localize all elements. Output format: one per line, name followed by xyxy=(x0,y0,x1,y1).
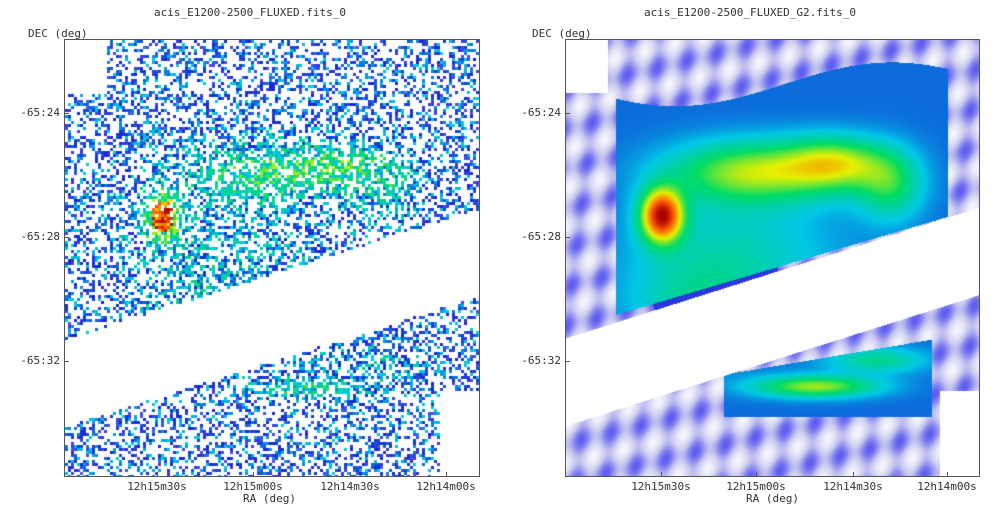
x-tick-mark xyxy=(157,472,158,477)
y-tick-mark xyxy=(64,237,69,238)
y-axis-label: DEC (deg) xyxy=(28,27,88,40)
x-tick-label: 12h15m00s xyxy=(726,480,786,493)
x-tick-mark xyxy=(756,472,757,477)
x-tick-mark xyxy=(253,472,254,477)
x-tick-label: 12h15m00s xyxy=(223,480,283,493)
x-tick-mark xyxy=(446,472,447,477)
y-tick-mark xyxy=(565,361,570,362)
x-axis-label: RA (deg) xyxy=(243,492,296,505)
y-tick-label: -65:24 xyxy=(20,106,60,119)
x-tick-mark xyxy=(853,472,854,477)
y-tick-label: -65:24 xyxy=(521,106,561,119)
sky-image-plot[interactable] xyxy=(565,39,980,477)
x-tick-label: 12h14m30s xyxy=(823,480,883,493)
y-tick-label: -65:32 xyxy=(20,354,60,367)
sky-image-plot[interactable] xyxy=(64,39,480,477)
x-tick-label: 12h14m00s xyxy=(917,480,977,493)
x-axis-label: RA (deg) xyxy=(746,492,799,505)
y-tick-mark xyxy=(64,361,69,362)
x-tick-mark xyxy=(947,472,948,477)
x-tick-mark xyxy=(350,472,351,477)
image-panel-left: acis_E1200-2500_FLUXED.fits_0 DEC (deg) … xyxy=(20,6,480,505)
y-tick-mark xyxy=(565,113,570,114)
x-tick-label: 12h15m30s xyxy=(127,480,187,493)
panel-title: acis_E1200-2500_FLUXED.fits_0 xyxy=(153,6,347,19)
y-tick-mark xyxy=(565,237,570,238)
raw-counts-image xyxy=(65,40,479,476)
panel-title: acis_E1200-2500_FLUXED_G2.fits_0 xyxy=(644,6,856,19)
x-tick-label: 12h15m30s xyxy=(631,480,691,493)
smoothed-image xyxy=(566,40,979,476)
image-panel-right: acis_E1200-2500_FLUXED_G2.fits_0 DEC (de… xyxy=(500,0,1000,515)
x-tick-label: 12h14m30s xyxy=(320,480,380,493)
y-axis-label: DEC (deg) xyxy=(532,27,592,40)
y-tick-label: -65:32 xyxy=(521,354,561,367)
y-tick-label: -65:28 xyxy=(521,230,561,243)
y-tick-mark xyxy=(64,113,69,114)
x-tick-label: 12h14m00s xyxy=(416,480,476,493)
x-tick-mark xyxy=(661,472,662,477)
y-tick-label: -65:28 xyxy=(20,230,60,243)
